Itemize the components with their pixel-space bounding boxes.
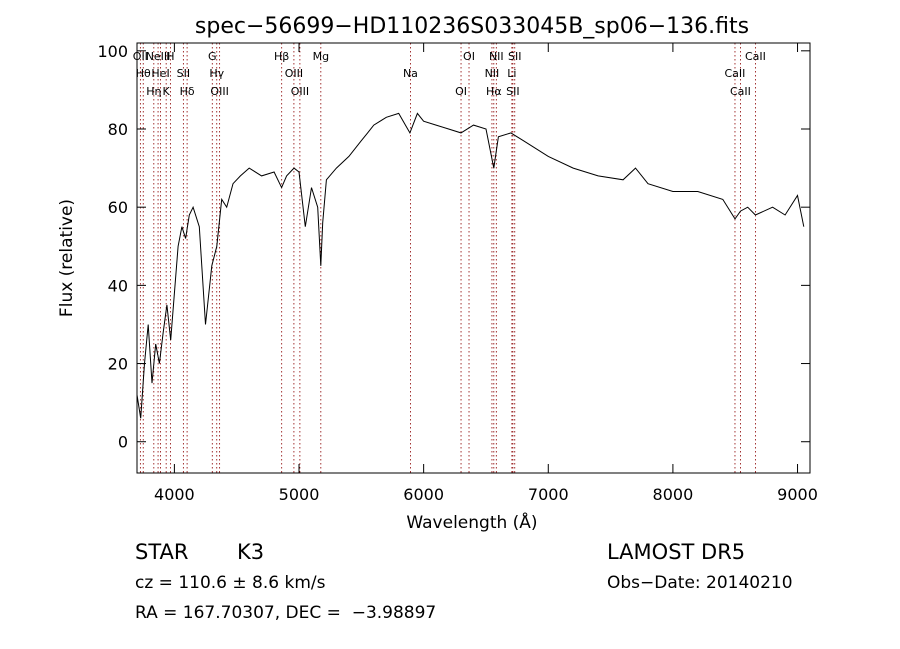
- spectral-line-markers: [139, 43, 756, 473]
- line-marker-label: NII: [489, 50, 504, 63]
- velocity-readout: cz = 110.6 ± 8.6 km/s: [135, 573, 326, 593]
- line-marker-label: SII: [508, 50, 521, 63]
- x-tick-label: 5000: [279, 485, 320, 504]
- line-marker-label: NeIII: [146, 50, 171, 63]
- line-marker-label: OIII: [210, 85, 228, 98]
- y-tick-label: 100: [97, 42, 128, 61]
- line-marker-label: CaII: [725, 67, 746, 80]
- y-tick-label: 80: [108, 120, 128, 139]
- x-tick-label: 6000: [403, 485, 444, 504]
- coordinates-readout: RA = 167.70307, DEC = −3.98897: [135, 603, 437, 623]
- y-tick-label: 20: [108, 355, 128, 374]
- line-marker-label: OIII: [291, 85, 309, 98]
- line-marker-label: HeI: [151, 67, 169, 80]
- observation-date: Obs−Date: 20140210: [607, 573, 793, 593]
- y-axis: 0 20 40 60 80 100: [97, 42, 810, 452]
- line-marker-label: Hθ: [136, 67, 151, 80]
- series-line: [136, 112, 805, 419]
- line-marker-label: Hβ: [274, 50, 289, 63]
- line-marker-label: Mg: [313, 50, 329, 63]
- object-subclass: K3: [237, 540, 265, 564]
- spectral-line-labels: OIIHθHηNeIIIHeIKHSIIHδGHγOIIIHβOIIIOIIIM…: [133, 50, 766, 98]
- line-marker-label: H: [166, 50, 174, 63]
- line-marker-label: CaII: [730, 85, 751, 98]
- line-marker-label: OI: [463, 50, 475, 63]
- x-axis: 4000 5000 6000 7000 8000 9000: [154, 43, 818, 504]
- x-tick-label: 4000: [154, 485, 195, 504]
- object-class: STAR: [135, 540, 189, 564]
- line-marker-label: Hγ: [209, 67, 224, 80]
- line-marker-label: NII: [485, 67, 500, 80]
- x-tick-label: 7000: [528, 485, 569, 504]
- y-tick-label: 0: [118, 433, 128, 452]
- chart-title: spec−56699−HD110236S033045B_sp06−136.fit…: [195, 14, 749, 39]
- plot-frame: [136, 42, 811, 474]
- line-marker-label: OI: [455, 85, 467, 98]
- line-marker-label: Hη: [146, 85, 161, 98]
- line-marker-label: Hα: [486, 85, 502, 98]
- x-tick-label: 9000: [777, 485, 818, 504]
- y-tick-label: 40: [108, 276, 128, 295]
- line-marker-label: SII: [177, 67, 190, 80]
- survey-name: LAMOST DR5: [607, 540, 746, 564]
- line-marker-label: K: [163, 85, 171, 98]
- y-tick-label: 60: [108, 198, 128, 217]
- line-marker-label: Li: [507, 67, 516, 80]
- y-axis-label: Flux (relative): [57, 199, 77, 317]
- series-layer: [136, 112, 805, 419]
- x-axis-label: Wavelength (Å): [406, 511, 537, 533]
- line-marker-label: OIII: [285, 67, 303, 80]
- line-marker-label: SII: [506, 85, 519, 98]
- line-marker-label: G: [208, 50, 217, 63]
- line-marker-label: CaII: [745, 50, 766, 63]
- line-marker-label: Hδ: [180, 85, 195, 98]
- x-tick-label: 8000: [653, 485, 694, 504]
- line-marker-label: Na: [403, 67, 418, 80]
